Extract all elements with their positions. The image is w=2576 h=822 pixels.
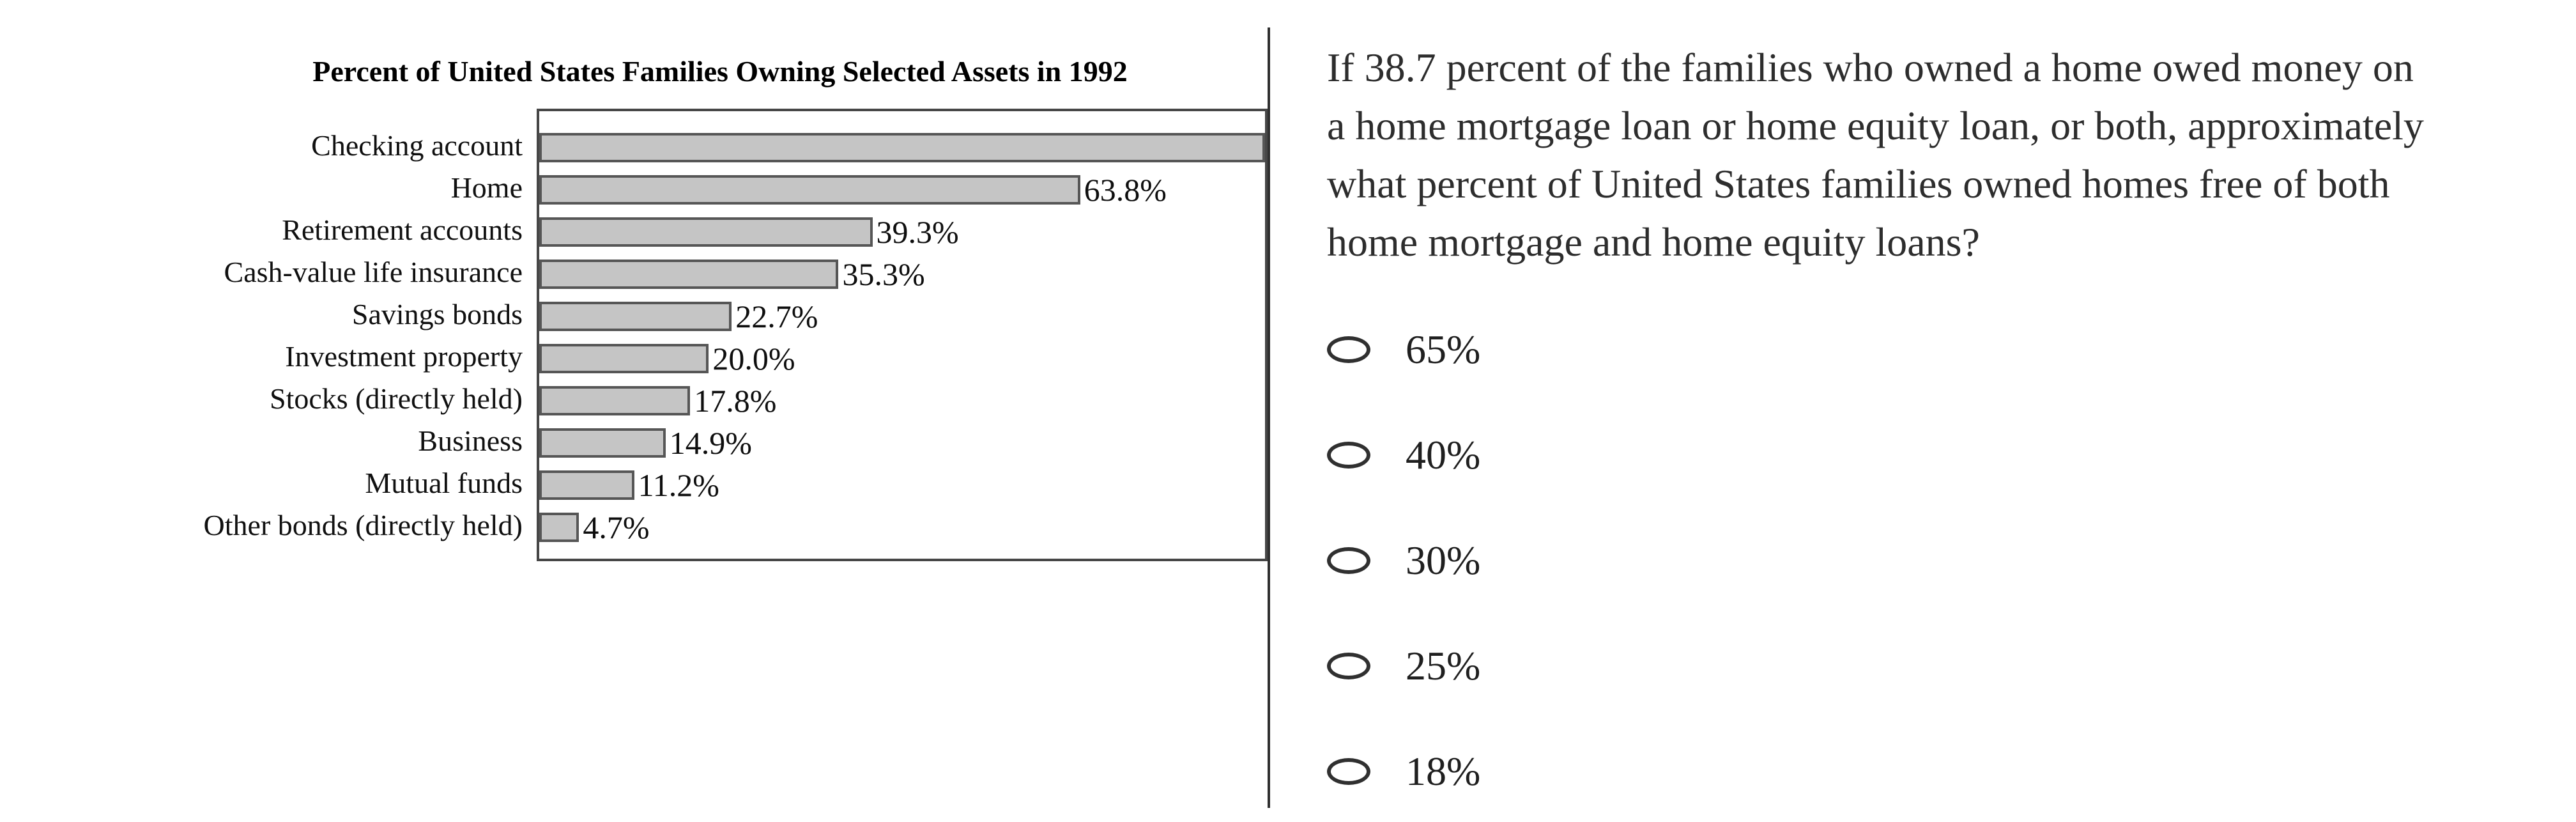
bar-value-label: 22.7% bbox=[735, 299, 818, 334]
bar bbox=[539, 386, 691, 415]
bar-value-label: 17.8% bbox=[694, 383, 777, 419]
category-label: Other bonds (directly held) bbox=[203, 508, 523, 541]
bar-row: 39.3% bbox=[539, 211, 1265, 253]
answer-option[interactable]: 25% bbox=[1327, 642, 2576, 690]
answer-option-label: 25% bbox=[1406, 643, 1481, 688]
bar bbox=[539, 260, 839, 289]
answer-option-label: 65% bbox=[1406, 327, 1481, 372]
bar-row: 11.2% bbox=[539, 464, 1265, 506]
question-line: home mortgage and home equity loans? bbox=[1327, 219, 1980, 265]
bar-value-label: 63.8% bbox=[1084, 172, 1167, 208]
answer-option-label: 40% bbox=[1406, 432, 1481, 477]
bar-value-label: 39.3% bbox=[876, 214, 959, 250]
answer-option-label: 18% bbox=[1406, 748, 1481, 794]
radio-button-icon[interactable] bbox=[1327, 758, 1370, 785]
answer-option[interactable]: 65% bbox=[1327, 326, 2576, 373]
category-label: Stocks (directly held) bbox=[269, 382, 523, 415]
chart-title: Percent of United States Families Owning… bbox=[312, 55, 1128, 88]
radio-button-icon[interactable] bbox=[1327, 336, 1370, 363]
bar bbox=[539, 513, 579, 542]
bar bbox=[539, 133, 1265, 162]
answer-option[interactable]: 18% bbox=[1327, 748, 2576, 795]
panel-divider bbox=[1268, 27, 1270, 808]
category-label: Investment property bbox=[285, 339, 523, 373]
question-line: what percent of United States families o… bbox=[1327, 161, 2390, 206]
question-panel: If 38.7 percent of the families who owne… bbox=[1273, 0, 2576, 822]
bar-row bbox=[539, 127, 1265, 169]
chart-title-wrap: Percent of United States Families Owning… bbox=[172, 54, 1268, 89]
bar bbox=[539, 344, 709, 373]
category-label: Cash-value life insurance bbox=[224, 255, 523, 288]
answer-option-label: 30% bbox=[1406, 538, 1481, 583]
bar-row: 17.8% bbox=[539, 380, 1265, 422]
bar bbox=[539, 470, 634, 500]
plot-area: 63.8% 39.3% 35.3% 22.7% 20.0% 17.8% 14.9% 11.2%… bbox=[537, 109, 1268, 561]
radio-button-icon[interactable] bbox=[1327, 547, 1370, 574]
question-line: If 38.7 percent of the families who owne… bbox=[1327, 45, 2414, 90]
category-label: Home bbox=[450, 171, 523, 204]
category-label: Business bbox=[418, 424, 523, 457]
bar-value-label: 4.7% bbox=[583, 509, 650, 545]
bar bbox=[539, 428, 666, 458]
bar-value-label: 35.3% bbox=[842, 256, 925, 292]
chart-panel: Percent of United States Families Owning… bbox=[0, 0, 1268, 822]
bar bbox=[539, 175, 1080, 205]
bar bbox=[539, 217, 873, 247]
answer-options: 65% 40% 30% 25% 18% bbox=[1273, 326, 2576, 795]
bar-chart: Checking account Home Retirement accounts C… bbox=[89, 109, 1268, 561]
category-label: Savings bonds bbox=[351, 297, 523, 330]
bar-row: 20.0% bbox=[539, 337, 1265, 380]
answer-option[interactable]: 40% bbox=[1327, 431, 2576, 479]
bar-value-label: 11.2% bbox=[638, 467, 719, 503]
category-label: Mutual funds bbox=[365, 466, 523, 499]
bar-row: 4.7% bbox=[539, 506, 1265, 548]
category-label: Retirement accounts bbox=[282, 213, 523, 246]
bar bbox=[539, 302, 732, 331]
radio-button-icon[interactable] bbox=[1327, 442, 1370, 469]
bar-row: 35.3% bbox=[539, 253, 1265, 295]
answer-option[interactable]: 30% bbox=[1327, 537, 2576, 584]
bar-row: 63.8% bbox=[539, 169, 1265, 211]
question-text: If 38.7 percent of the families who owne… bbox=[1273, 0, 2576, 271]
category-labels-column: Checking account Home Retirement accounts C… bbox=[89, 109, 537, 561]
bar-value-label: 14.9% bbox=[669, 425, 752, 461]
bar-value-label: 20.0% bbox=[712, 341, 795, 376]
radio-button-icon[interactable] bbox=[1327, 653, 1370, 679]
question-line: a home mortgage loan or home equity loan… bbox=[1327, 103, 2424, 148]
bar-row: 22.7% bbox=[539, 295, 1265, 337]
bar-row: 14.9% bbox=[539, 422, 1265, 464]
category-label: Checking account bbox=[311, 128, 523, 162]
